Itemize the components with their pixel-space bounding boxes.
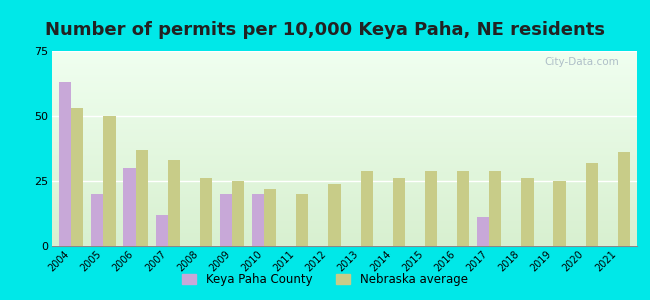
- Bar: [489, 171, 501, 246]
- Bar: [200, 178, 212, 246]
- Bar: [168, 160, 180, 246]
- Bar: [618, 152, 630, 246]
- Bar: [425, 171, 437, 246]
- Bar: [220, 194, 232, 246]
- Bar: [72, 108, 83, 246]
- Bar: [136, 150, 148, 246]
- Bar: [361, 171, 373, 246]
- Bar: [59, 82, 72, 246]
- Bar: [521, 178, 534, 246]
- Bar: [328, 184, 341, 246]
- Bar: [232, 181, 244, 246]
- Bar: [103, 116, 116, 246]
- Bar: [553, 181, 566, 246]
- Bar: [91, 194, 103, 246]
- Bar: [155, 215, 168, 246]
- Bar: [457, 171, 469, 246]
- Bar: [264, 189, 276, 246]
- Legend: Keya Paha County, Nebraska average: Keya Paha County, Nebraska average: [177, 269, 473, 291]
- Bar: [124, 168, 136, 246]
- Bar: [252, 194, 264, 246]
- Bar: [296, 194, 309, 246]
- Text: City-Data.com: City-Data.com: [545, 57, 619, 67]
- Bar: [393, 178, 405, 246]
- Bar: [586, 163, 598, 246]
- Text: Number of permits per 10,000 Keya Paha, NE residents: Number of permits per 10,000 Keya Paha, …: [45, 21, 605, 39]
- Bar: [477, 218, 489, 246]
